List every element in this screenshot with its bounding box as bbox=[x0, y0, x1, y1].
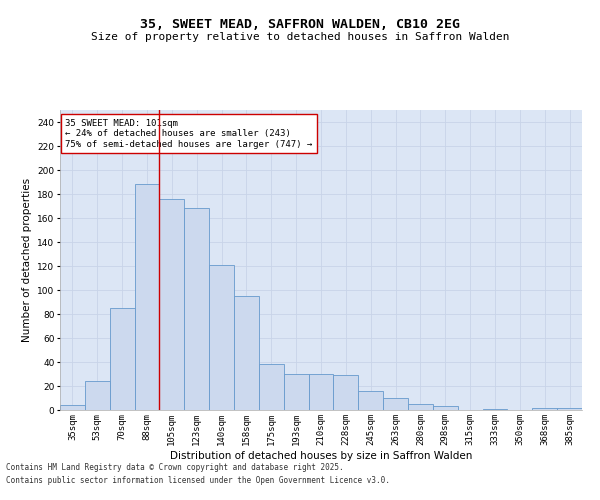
Bar bbox=[134, 184, 160, 410]
Bar bbox=[383, 398, 408, 410]
Bar bbox=[259, 364, 284, 410]
X-axis label: Distribution of detached houses by size in Saffron Walden: Distribution of detached houses by size … bbox=[170, 450, 472, 460]
Bar bbox=[234, 296, 259, 410]
Bar bbox=[408, 404, 433, 410]
Text: 35 SWEET MEAD: 101sqm
← 24% of detached houses are smaller (243)
75% of semi-det: 35 SWEET MEAD: 101sqm ← 24% of detached … bbox=[65, 119, 313, 149]
Bar bbox=[160, 199, 184, 410]
Bar bbox=[60, 405, 85, 410]
Bar bbox=[334, 375, 358, 410]
Bar bbox=[284, 374, 308, 410]
Bar bbox=[482, 409, 508, 410]
Bar bbox=[532, 408, 557, 410]
Text: Contains public sector information licensed under the Open Government Licence v3: Contains public sector information licen… bbox=[6, 476, 390, 485]
Bar bbox=[209, 265, 234, 410]
Bar bbox=[433, 406, 458, 410]
Bar bbox=[184, 208, 209, 410]
Bar bbox=[85, 381, 110, 410]
Text: 35, SWEET MEAD, SAFFRON WALDEN, CB10 2EG: 35, SWEET MEAD, SAFFRON WALDEN, CB10 2EG bbox=[140, 18, 460, 30]
Y-axis label: Number of detached properties: Number of detached properties bbox=[22, 178, 32, 342]
Bar bbox=[308, 374, 334, 410]
Text: Size of property relative to detached houses in Saffron Walden: Size of property relative to detached ho… bbox=[91, 32, 509, 42]
Bar bbox=[110, 308, 134, 410]
Text: Contains HM Land Registry data © Crown copyright and database right 2025.: Contains HM Land Registry data © Crown c… bbox=[6, 464, 344, 472]
Bar bbox=[358, 391, 383, 410]
Bar bbox=[557, 408, 582, 410]
